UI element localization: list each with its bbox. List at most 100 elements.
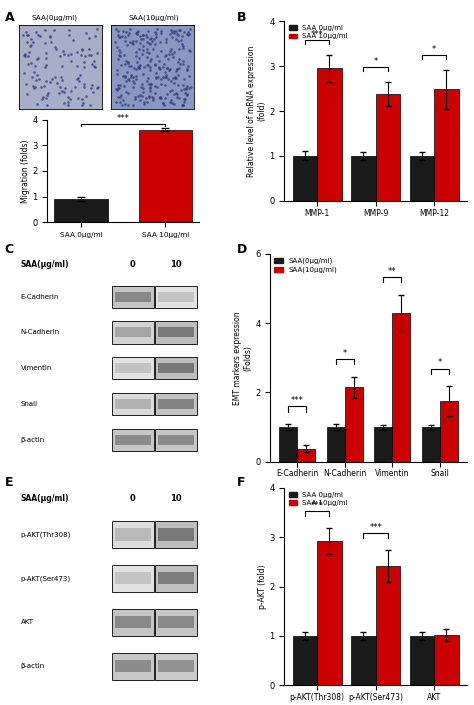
Point	[173, 63, 181, 75]
Point	[152, 73, 160, 84]
Point	[184, 60, 191, 71]
Bar	[434, 635, 458, 685]
Point	[121, 98, 129, 109]
Point	[24, 59, 32, 70]
Text: 0: 0	[130, 494, 136, 503]
Point	[157, 79, 164, 90]
Point	[163, 89, 171, 100]
Point	[74, 92, 82, 104]
Point	[33, 98, 40, 109]
Point	[73, 60, 81, 71]
Bar	[112, 393, 154, 415]
Point	[169, 49, 176, 60]
Point	[87, 82, 95, 94]
Point	[139, 44, 146, 56]
Point	[182, 82, 189, 94]
Point	[173, 92, 180, 103]
Point	[93, 82, 100, 94]
Text: 10: 10	[171, 260, 182, 269]
Point	[44, 87, 52, 99]
Point	[168, 75, 175, 87]
Point	[41, 38, 48, 49]
Point	[60, 86, 67, 97]
Legend: SAA 0μg/ml, SAA 10μg/ml: SAA 0μg/ml, SAA 10μg/ml	[288, 491, 349, 507]
Bar	[115, 327, 151, 338]
Text: **: **	[388, 267, 397, 276]
Point	[187, 81, 194, 92]
Point	[149, 44, 157, 55]
Point	[90, 55, 98, 66]
Point	[183, 80, 191, 92]
Point	[146, 56, 154, 67]
Point	[182, 87, 189, 99]
Point	[114, 54, 122, 65]
Bar	[279, 427, 297, 462]
Point	[136, 94, 144, 105]
Point	[146, 33, 154, 44]
Point	[143, 96, 150, 107]
Point	[166, 63, 173, 75]
Bar	[351, 636, 375, 685]
Bar	[155, 429, 197, 450]
Bar	[158, 528, 194, 541]
Point	[178, 38, 185, 49]
Point	[124, 73, 132, 84]
Point	[129, 35, 137, 47]
Point	[118, 99, 126, 111]
Point	[116, 31, 124, 42]
Point	[59, 45, 66, 56]
Point	[151, 26, 159, 37]
Point	[122, 55, 130, 66]
Point	[52, 43, 60, 54]
Text: 10: 10	[171, 494, 182, 503]
Point	[25, 46, 33, 57]
Point	[139, 86, 147, 97]
Point	[137, 33, 145, 44]
Bar	[115, 616, 151, 628]
Text: F: F	[237, 476, 246, 489]
Point	[124, 57, 132, 68]
Text: E: E	[5, 476, 13, 489]
Bar	[297, 448, 315, 462]
Point	[29, 36, 37, 47]
Point	[138, 49, 146, 60]
Point	[174, 29, 182, 40]
Point	[67, 85, 75, 96]
Point	[167, 45, 174, 56]
Point	[117, 47, 124, 58]
Bar	[158, 327, 194, 338]
Point	[161, 51, 169, 62]
Text: *: *	[438, 359, 442, 367]
Bar	[434, 90, 458, 201]
Bar	[155, 286, 197, 307]
Bar	[422, 427, 440, 462]
Text: ***: ***	[311, 501, 324, 510]
Point	[54, 78, 61, 89]
Point	[170, 46, 178, 57]
Point	[114, 30, 121, 41]
Point	[162, 66, 169, 78]
Point	[39, 91, 47, 102]
Point	[41, 24, 48, 35]
Point	[112, 97, 119, 108]
Text: D: D	[237, 243, 247, 256]
Point	[165, 48, 173, 59]
Point	[20, 68, 27, 79]
Point	[33, 54, 40, 65]
Point	[178, 84, 185, 95]
Point	[42, 53, 50, 64]
Point	[185, 70, 192, 81]
Point	[140, 61, 147, 73]
Point	[139, 40, 147, 51]
Point	[43, 75, 50, 86]
Point	[172, 25, 180, 37]
Point	[151, 87, 159, 99]
Point	[40, 80, 48, 91]
Point	[162, 49, 169, 61]
Point	[114, 82, 121, 94]
Bar	[292, 636, 317, 685]
Point	[30, 67, 38, 78]
Bar	[317, 68, 342, 201]
Point	[135, 43, 142, 54]
Point	[166, 28, 173, 39]
